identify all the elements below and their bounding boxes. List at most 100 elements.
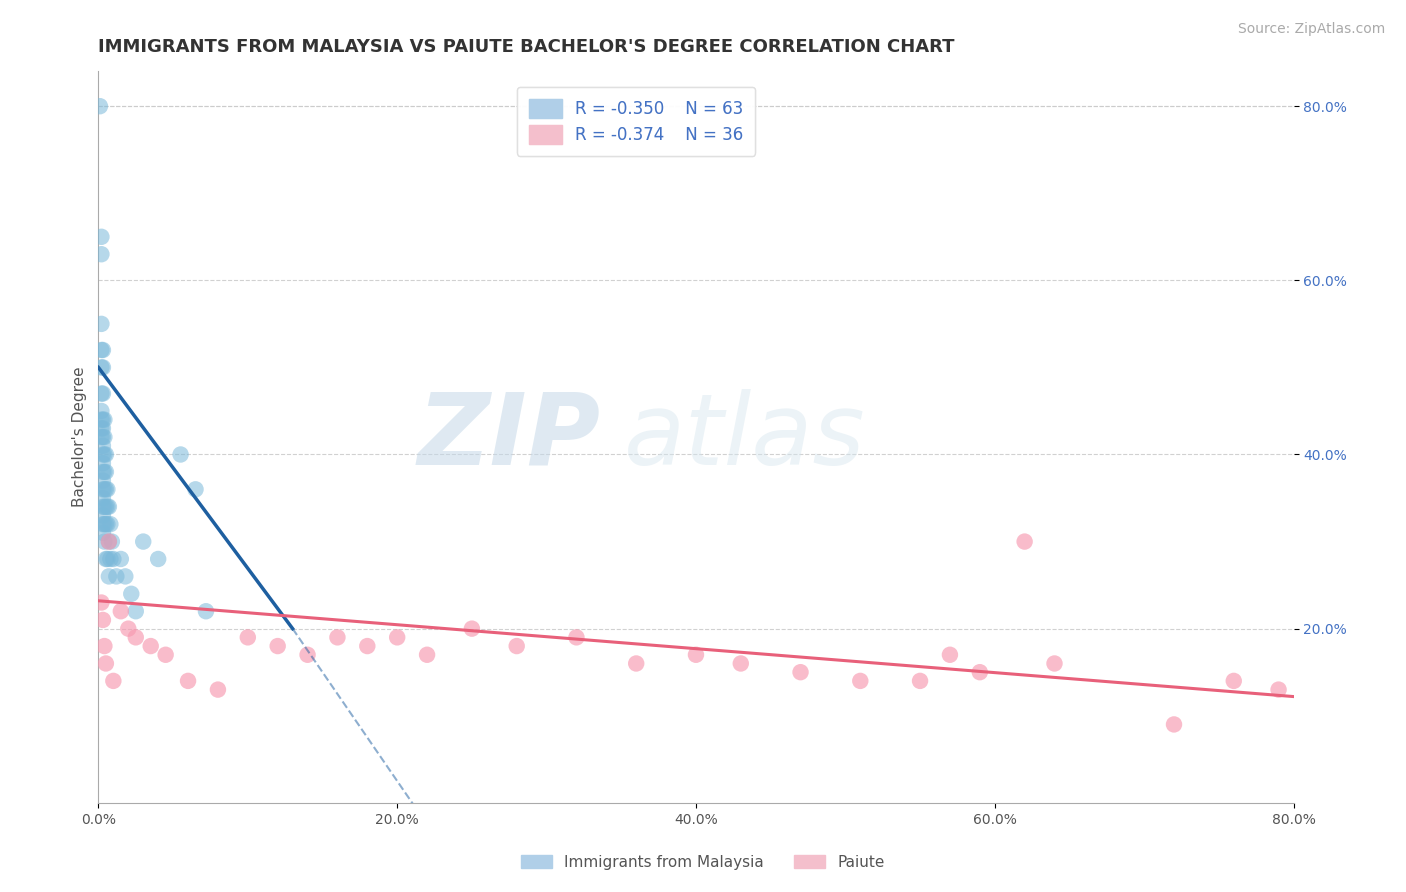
Text: atlas: atlas [624, 389, 866, 485]
Point [96, 500, 118, 514]
Point [91, 500, 114, 514]
Point [101, 534, 124, 549]
Point [91, 474, 114, 488]
Point [1267, 682, 1289, 697]
Point [236, 631, 259, 645]
Point [117, 622, 139, 636]
Point [91, 430, 114, 444]
Point [908, 673, 931, 688]
Point [125, 631, 148, 645]
Point [789, 665, 811, 680]
Point [184, 483, 207, 497]
Point [90, 595, 112, 609]
Point [105, 569, 128, 583]
Legend: Immigrants from Malaysia, Paiute: Immigrants from Malaysia, Paiute [513, 847, 893, 877]
Point [969, 665, 991, 680]
Point [91, 517, 114, 532]
Point [267, 639, 290, 653]
Text: ZIP: ZIP [418, 389, 600, 485]
Point [93, 500, 115, 514]
Point [93, 448, 115, 462]
Point [1014, 534, 1036, 549]
Point [90, 404, 112, 418]
Point [97, 534, 120, 549]
Point [93, 430, 115, 444]
Point [98, 552, 122, 566]
Point [939, 648, 962, 662]
Point [89, 99, 111, 113]
Point [155, 648, 177, 662]
Point [93, 534, 115, 549]
Point [94, 657, 117, 671]
Point [96, 552, 118, 566]
Point [90, 386, 112, 401]
Point [849, 673, 872, 688]
Point [385, 631, 409, 645]
Point [177, 673, 200, 688]
Point [91, 491, 114, 505]
Point [94, 552, 117, 566]
Point [114, 569, 136, 583]
Point [356, 639, 378, 653]
Point [730, 657, 752, 671]
Point [93, 465, 115, 479]
Point [90, 360, 112, 375]
Point [90, 343, 112, 357]
Point [97, 569, 120, 583]
Point [91, 508, 114, 523]
Point [94, 500, 117, 514]
Point [148, 552, 170, 566]
Point [91, 439, 114, 453]
Point [132, 534, 155, 549]
Point [506, 639, 529, 653]
Point [90, 247, 112, 261]
Point [98, 517, 122, 532]
Point [93, 483, 115, 497]
Point [1163, 717, 1185, 731]
Point [94, 465, 117, 479]
Y-axis label: Bachelor's Degree: Bachelor's Degree [72, 367, 87, 508]
Point [110, 604, 132, 618]
Point [91, 343, 114, 357]
Point [94, 448, 117, 462]
Point [90, 412, 112, 426]
Point [195, 604, 218, 618]
Point [96, 517, 118, 532]
Point [626, 657, 648, 671]
Point [91, 613, 114, 627]
Point [94, 483, 117, 497]
Point [103, 552, 125, 566]
Point [97, 500, 120, 514]
Point [416, 648, 439, 662]
Point [461, 622, 484, 636]
Point [326, 631, 349, 645]
Point [91, 386, 114, 401]
Point [91, 483, 114, 497]
Point [90, 430, 112, 444]
Point [1223, 673, 1246, 688]
Point [96, 483, 118, 497]
Point [565, 631, 588, 645]
Point [169, 448, 191, 462]
Point [685, 648, 707, 662]
Point [139, 639, 162, 653]
Point [93, 639, 115, 653]
Text: IMMIGRANTS FROM MALAYSIA VS PAIUTE BACHELOR'S DEGREE CORRELATION CHART: IMMIGRANTS FROM MALAYSIA VS PAIUTE BACHE… [98, 38, 955, 56]
Point [91, 456, 114, 470]
Point [90, 317, 112, 331]
Point [120, 587, 142, 601]
Point [94, 517, 117, 532]
Text: Source: ZipAtlas.com: Source: ZipAtlas.com [1237, 22, 1385, 37]
Point [91, 465, 114, 479]
Point [97, 534, 120, 549]
Point [110, 552, 132, 566]
Point [91, 448, 114, 462]
Point [91, 525, 114, 540]
Point [90, 421, 112, 435]
Point [103, 673, 125, 688]
Point [91, 421, 114, 435]
Point [207, 682, 229, 697]
Point [93, 412, 115, 426]
Point [93, 517, 115, 532]
Legend: R = -0.350    N = 63, R = -0.374    N = 36: R = -0.350 N = 63, R = -0.374 N = 36 [517, 87, 755, 155]
